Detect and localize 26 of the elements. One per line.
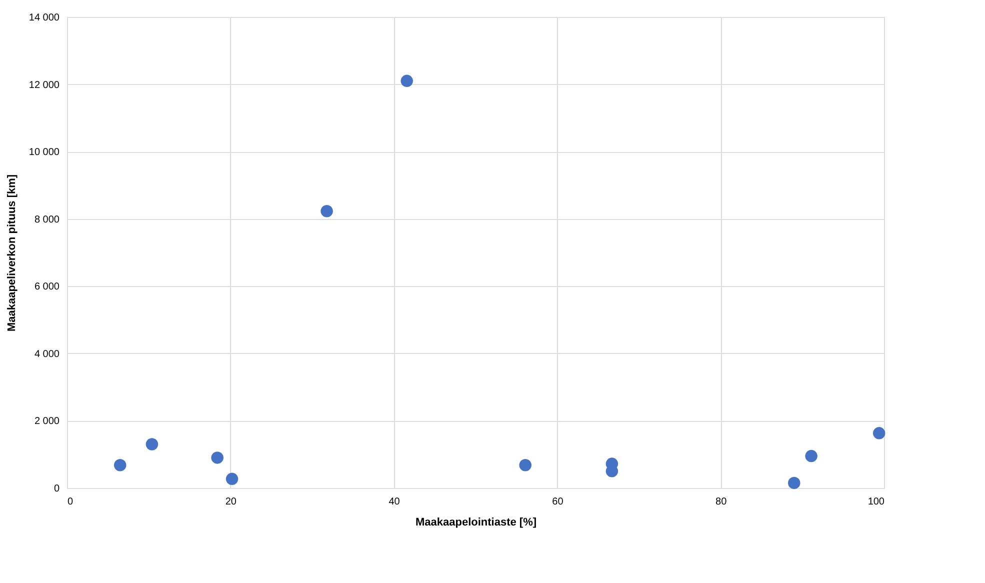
point — [519, 459, 532, 472]
point — [400, 74, 413, 88]
x-tick-label: 80 — [716, 496, 728, 508]
y-tick-label: 12 000 — [28, 80, 60, 91]
x-tick-label: 40 — [388, 496, 400, 508]
point — [211, 452, 224, 464]
x-tick-label: 0 — [68, 496, 74, 508]
y-tick-label: 8 000 — [34, 214, 60, 226]
point — [872, 427, 886, 440]
point — [805, 450, 818, 462]
y-tick-label: 4 000 — [34, 348, 60, 360]
point — [226, 472, 238, 486]
x-axis-title: Maakaapelointiaste [%] — [415, 516, 537, 528]
point — [788, 476, 800, 490]
y-tick-label: 14 000 — [28, 12, 60, 24]
y-tick-label: 6 000 — [34, 282, 60, 293]
x-tick-label: 20 — [225, 496, 237, 508]
y-tick-label: 0 — [54, 484, 60, 494]
x-tick-label: 100 — [868, 496, 885, 508]
point — [320, 205, 333, 218]
point — [146, 438, 158, 450]
y-tick-label: 10 000 — [28, 147, 60, 158]
point — [114, 459, 126, 472]
y-axis-title: Maakaapeliverkon pituus [km] — [6, 174, 18, 332]
x-tick-label: 60 — [552, 496, 564, 508]
y-tick-label: 2 000 — [34, 416, 60, 428]
